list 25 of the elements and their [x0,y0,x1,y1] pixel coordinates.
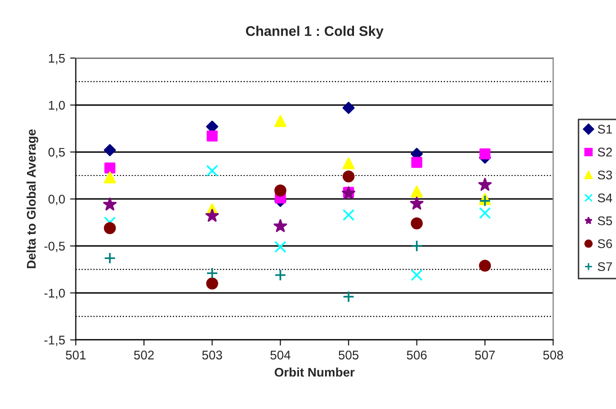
x-tick-label: 506 [406,350,427,360]
x-tick-label: 505 [338,350,358,360]
x-tick-label: 507 [475,350,495,360]
x-tick-label: 502 [134,350,154,360]
y-tick-label: 0,5 [48,148,65,158]
x-tick-label: 504 [270,350,290,360]
legend-label: S3 [598,170,612,180]
legend-label: S5 [598,216,612,226]
legend-label: S4 [598,193,612,202]
y-tick-label: 1,5 [48,54,65,64]
chart-title: Channel 1 : Cold Sky [246,26,384,39]
y-tick-label: 1,0 [48,100,65,112]
x-tick-label: 501 [66,350,86,360]
y-axis-title: Delta to Global Average [26,129,38,268]
legend-label: S7 [598,262,612,272]
y-tick-label: -1,0 [44,288,65,300]
y-tick-label: -0,5 [44,242,65,252]
legend-label: S1 [598,124,612,134]
x-tick-label: 508 [543,350,564,360]
y-tick-label: 0,0 [48,194,65,206]
y-tick-label: -1,5 [44,336,65,346]
legend-label: S2 [598,148,612,157]
legend-label: S6 [598,239,612,248]
x-tick-label: 503 [202,350,222,360]
x-axis-title: Orbit Number [274,368,355,377]
